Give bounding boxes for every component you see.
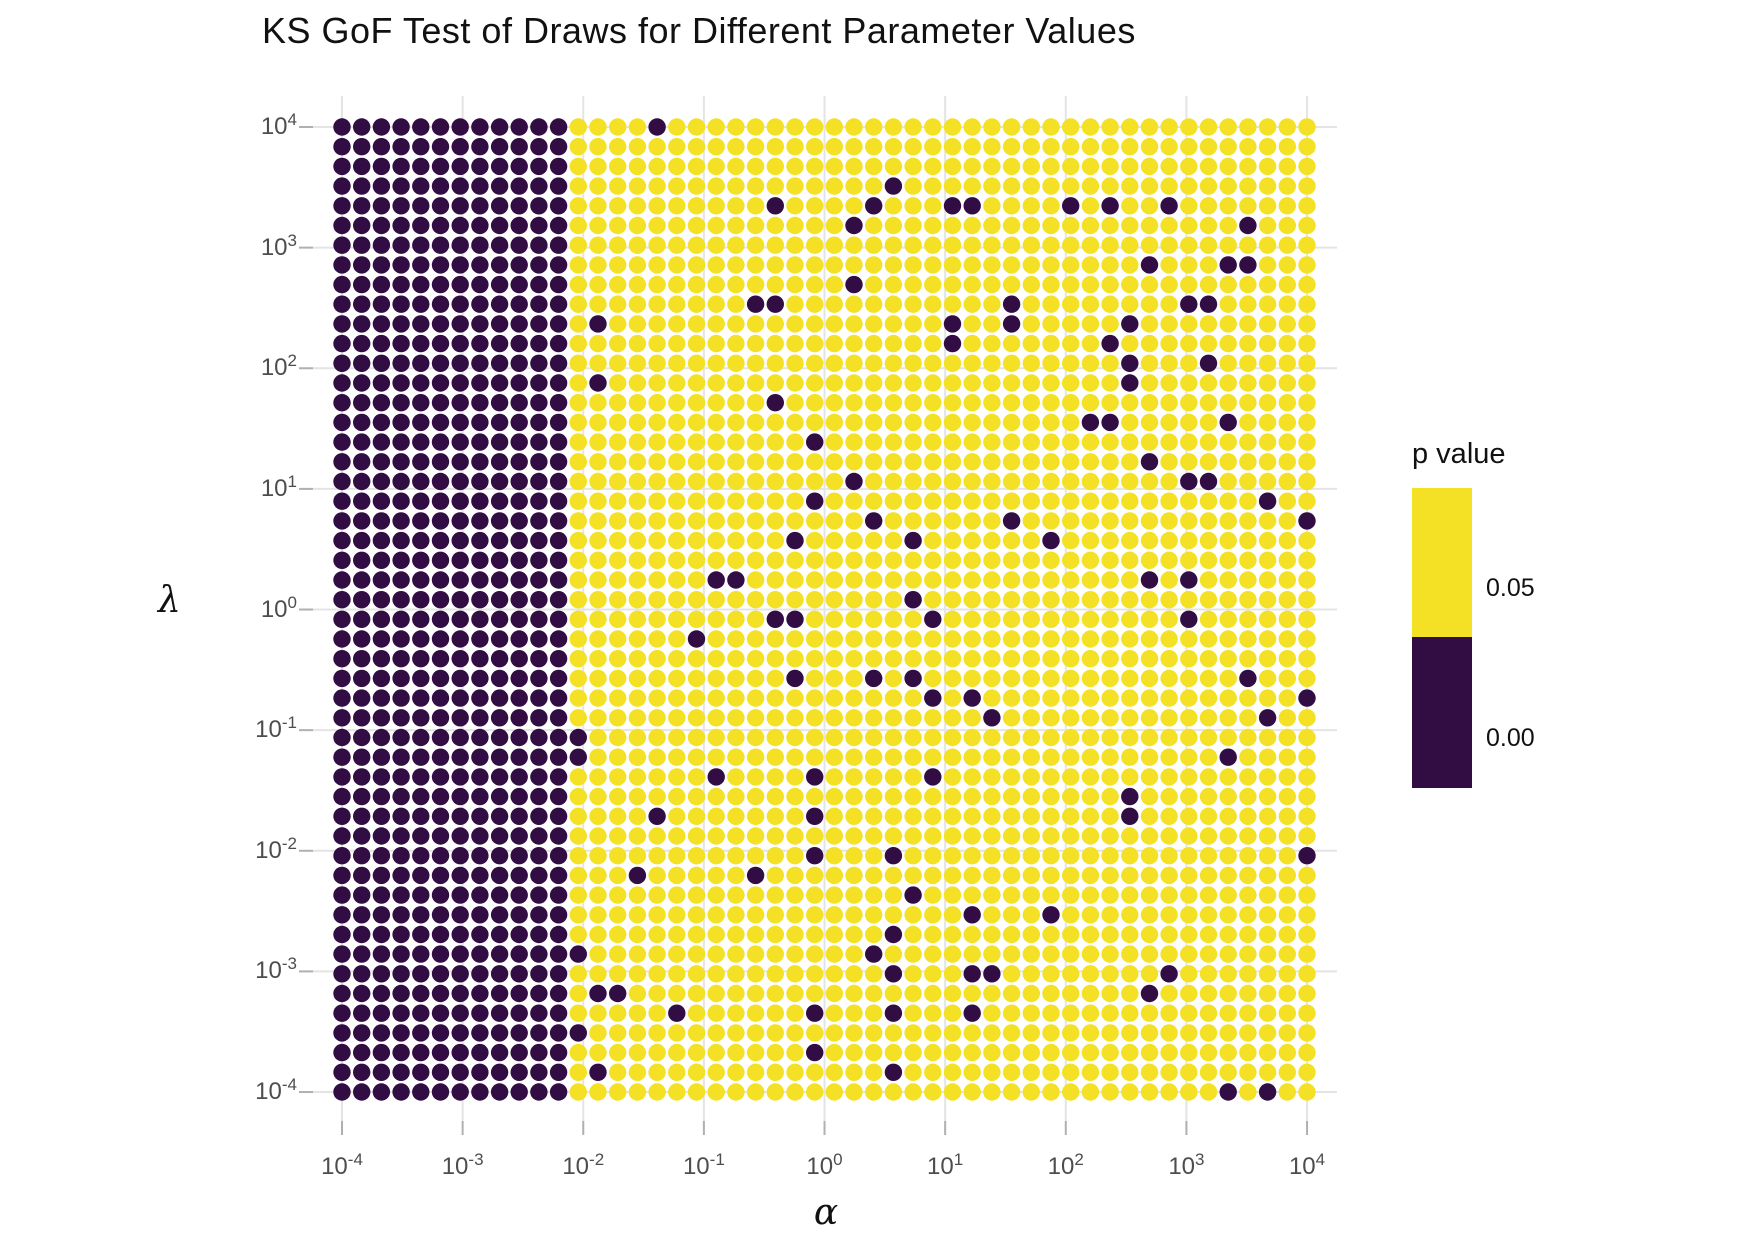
y-tick-label: 10-2 [255, 833, 297, 864]
x-tick-label: 10-2 [562, 1150, 605, 1180]
chart-title: KS GoF Test of Draws for Different Param… [262, 10, 1136, 51]
y-axis-title: λ [158, 580, 181, 621]
x-tick-label: 100 [806, 1150, 843, 1180]
y-tick-label: 10-3 [255, 954, 297, 985]
y-tick-label: 101 [260, 471, 297, 502]
x-tick-label: 10-1 [682, 1150, 725, 1180]
axis-tick-marks [299, 126, 1309, 1135]
legend-colorbar [1412, 488, 1472, 788]
y-tick-label: 102 [260, 351, 297, 382]
y-tick-label: 100 [260, 592, 297, 623]
x-axis-title: α [813, 1192, 839, 1233]
x-tick-label: 102 [1047, 1150, 1084, 1180]
y-tick-label: 103 [260, 230, 297, 261]
data-points-p-below-threshold [333, 118, 1316, 1101]
x-tick-label: 10-3 [441, 1150, 484, 1180]
legend-title: p value [1412, 438, 1506, 470]
legend-label-threshold: 0.05 [1486, 574, 1535, 602]
legend-label-zero: 0.00 [1486, 724, 1535, 752]
legend-swatch-above-threshold [1412, 488, 1472, 637]
y-tick-label: 10-4 [255, 1075, 297, 1106]
x-tick-label: 103 [1168, 1150, 1205, 1180]
y-tick-label: 104 [260, 110, 297, 140]
legend-swatch-below-threshold [1412, 637, 1472, 788]
data-points-p-above-threshold [569, 118, 1316, 1101]
x-tick-label: 104 [1288, 1150, 1326, 1180]
x-tick-label: 10-4 [321, 1150, 363, 1180]
x-tick-label: 101 [927, 1150, 964, 1180]
y-tick-label: 10-1 [255, 713, 297, 744]
